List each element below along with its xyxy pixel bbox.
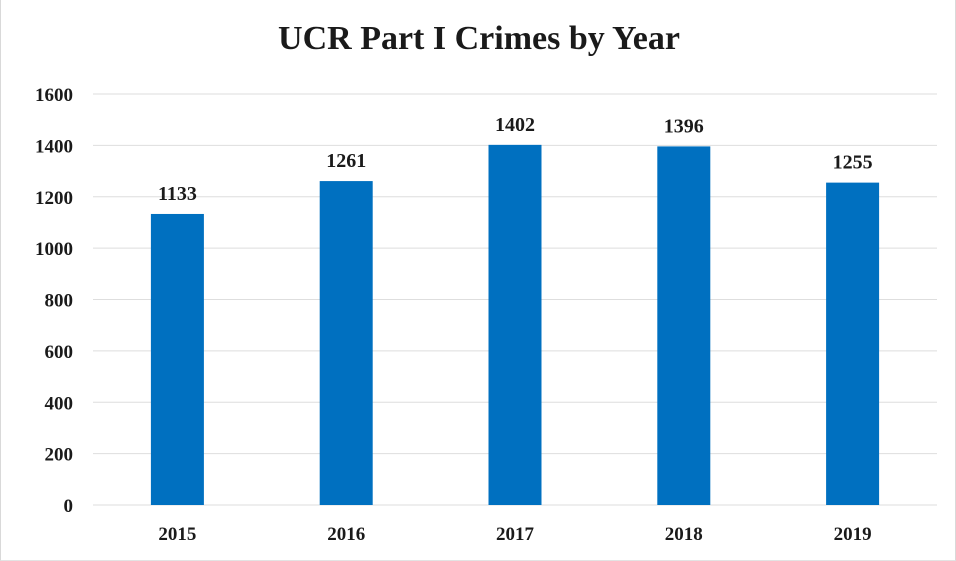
- y-tick-label-1200: 1200: [35, 188, 73, 209]
- data-label-2016: 1261: [326, 150, 366, 172]
- x-tick-label-2019: 2019: [834, 524, 872, 545]
- y-tick-label-0: 0: [64, 496, 74, 517]
- y-tick-label-400: 400: [45, 393, 74, 414]
- data-label-2017: 1402: [495, 114, 535, 136]
- y-tick-label-1600: 1600: [35, 85, 73, 106]
- y-tick-label-800: 800: [45, 291, 74, 312]
- x-tick-label-2016: 2016: [327, 524, 365, 545]
- bar-2019: [826, 182, 880, 505]
- y-tick-label-600: 600: [45, 342, 74, 363]
- x-tick-label-2018: 2018: [665, 524, 703, 545]
- y-tick-label-1400: 1400: [35, 136, 73, 157]
- bar-2017: [488, 144, 542, 505]
- y-tick-label-200: 200: [45, 445, 74, 466]
- x-axis-tick-labels: 2015 2016 2017 2018 2019: [158, 524, 871, 545]
- bar-2016: [319, 181, 373, 505]
- data-label-2019: 1255: [833, 152, 873, 174]
- x-tick-label-2017: 2017: [496, 524, 535, 545]
- y-tick-label-1000: 1000: [35, 239, 73, 260]
- data-label-2015: 1133: [158, 183, 197, 205]
- bar-2018: [657, 146, 711, 505]
- data-label-2018: 1396: [664, 115, 704, 137]
- data-labels: 1133 1261 1402 1396 1255: [158, 114, 873, 205]
- y-axis-tick-labels: 0 200 400 600 800 1000 1200 1400 1600: [35, 85, 73, 517]
- chart-title: UCR Part I Crimes by Year: [278, 20, 680, 57]
- bar-2015: [150, 213, 204, 505]
- x-tick-label-2015: 2015: [158, 524, 196, 545]
- bars: [150, 144, 880, 505]
